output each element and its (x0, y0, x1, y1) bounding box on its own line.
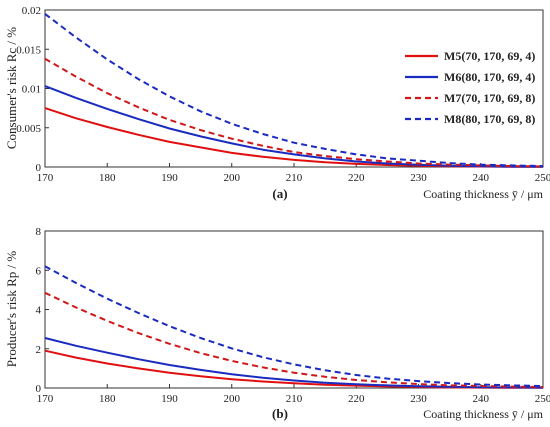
y-tick-label: 0 (36, 383, 42, 395)
x-tick-label: 250 (535, 393, 550, 405)
y-tick-label: 0.015 (16, 44, 41, 56)
y-tick-label: 2 (36, 344, 42, 356)
panel-label-b: (b) (272, 406, 288, 421)
x-tick-label: 230 (410, 393, 427, 405)
x-tick-label: 210 (286, 393, 303, 405)
x-tick-label: 180 (99, 393, 116, 405)
x-tick-label: 230 (410, 172, 427, 184)
legend-label-2: M7(70, 170, 69, 8) (444, 91, 535, 105)
x-tick-label: 200 (224, 393, 241, 405)
legend-label-3: M8(80, 170, 69, 8) (444, 112, 535, 126)
series-group-b (44, 265, 544, 389)
y-tick-label: 0.01 (22, 84, 41, 96)
series-line-1-3 (44, 265, 544, 387)
y-axis-label-b: Producer's risk Rp / % (4, 251, 19, 368)
legend: M5(70, 170, 69, 4) M6(80, 170, 69, 4) M7… (405, 49, 535, 126)
x-tick-label: 200 (224, 172, 241, 184)
y-tick-label: 0.02 (22, 5, 41, 17)
series-line-1-1 (44, 337, 544, 389)
y-axis-label-a: Consumer's risk Rc / % (4, 27, 19, 149)
x-tick-label: 180 (99, 172, 116, 184)
axes-ticks-b: 170 180 190 200 210 220 230 240 250 0 2 4 6 8 (36, 226, 550, 405)
panel-producer-risk: 170 180 190 200 210 220 230 240 250 0 2 4 6 8 Produce… (4, 226, 550, 421)
y-tick-label: 6 (36, 265, 42, 277)
legend-label-0: M5(70, 170, 69, 4) (444, 49, 535, 63)
series-line-0-2 (44, 57, 544, 168)
x-tick-label: 250 (535, 172, 550, 184)
series-line-0-1 (44, 85, 544, 168)
y-tick-label: 0.005 (16, 123, 41, 135)
x-tick-label: 220 (348, 393, 365, 405)
panel-label-a: (a) (272, 186, 287, 201)
x-tick-label: 220 (348, 172, 365, 184)
x-tick-label: 190 (161, 393, 178, 405)
series-group-a (44, 13, 544, 168)
x-tick-label: 240 (473, 393, 490, 405)
x-tick-label: 240 (473, 172, 490, 184)
y-tick-label: 8 (36, 226, 42, 238)
panel-consumer-risk: 170 180 190 200 210 220 230 240 250 0 0.005 0.01 0.0… (4, 5, 550, 201)
x-axis-label-a: Coating thickness ȳ / μm (423, 187, 543, 201)
series-line-1-2 (44, 291, 544, 388)
x-tick-label: 170 (37, 172, 54, 184)
y-tick-label: 0 (36, 162, 42, 174)
x-tick-label: 170 (37, 393, 54, 405)
x-axis-label-b: Coating thickness ȳ / μm (423, 407, 543, 421)
series-line-0-3 (44, 13, 544, 168)
x-tick-label: 210 (286, 172, 303, 184)
x-tick-label: 190 (161, 172, 178, 184)
legend-label-1: M6(80, 170, 69, 4) (444, 70, 535, 84)
y-tick-label: 4 (36, 305, 42, 317)
